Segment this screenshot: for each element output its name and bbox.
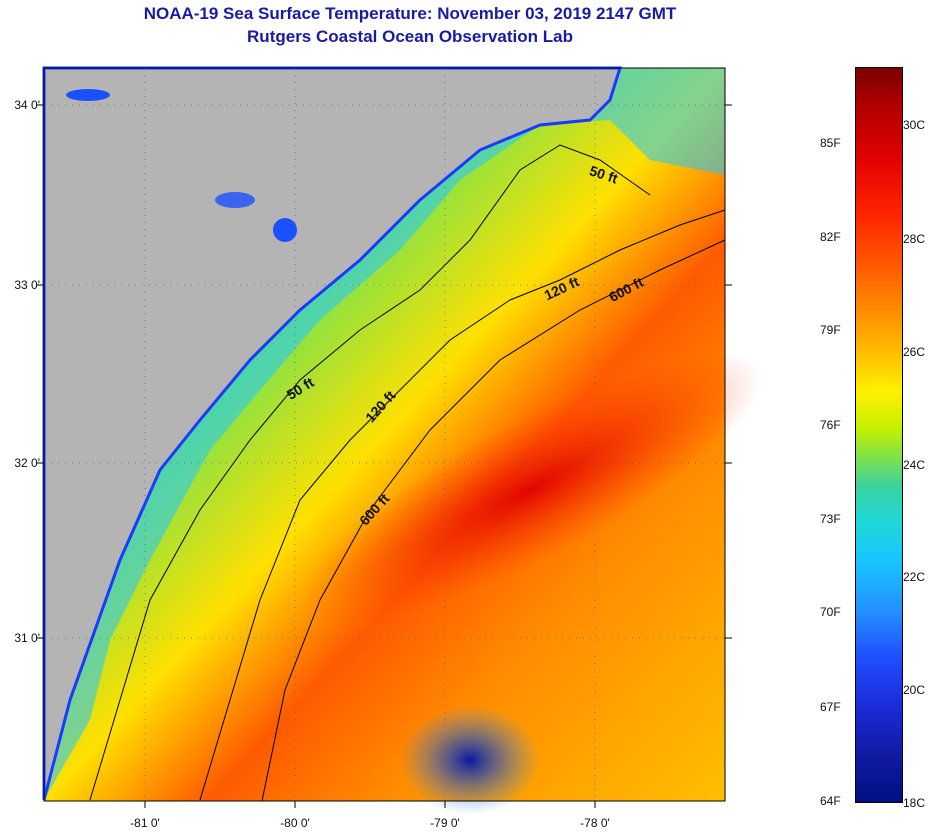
graticule [44,68,725,801]
map-title: NOAA-19 Sea Surface Temperature: Novembe… [143,4,677,23]
lon-label-78: -78 0' [580,816,610,830]
lon-label-81: -81 0' [130,816,160,830]
colorbar-label-26c: 26C [903,345,926,359]
depth-contours [89,144,726,802]
colorbar-label-64f: 64F [820,794,841,808]
colorbar-label-73f: 73F [820,512,841,526]
colorbar-label-82f: 82F [820,230,841,244]
map-frame [42,66,762,815]
colorbar-label-85f: 85F [820,136,841,150]
contour-50ft [89,144,651,801]
lat-label-34: 34 0' [14,98,40,112]
land-area [42,66,623,801]
lon-label-80: -80 0' [280,816,310,830]
axis-ticks [37,104,732,808]
colorbar-label-70f: 70F [820,605,841,619]
lon-label-79: -79 0' [430,816,460,830]
map-subtitle: Rutgers Coastal Ocean Observation Lab [247,27,573,46]
contour-600ft [261,239,726,802]
colorbar-label-79f: 79F [820,323,841,337]
colorbar-label-76f: 76F [820,418,841,432]
lat-label-33: 33 0' [14,278,40,292]
colorbar-label-18c: 18C [903,796,926,810]
colorbar-label-20c: 20C [903,683,926,697]
colorbar-label-24c: 24C [903,458,926,472]
lat-label-32: 32 0' [14,456,40,470]
colorbar-label-67f: 67F [820,700,841,714]
colorbar-label-30c: 30C [903,118,926,132]
colorbar-label-28c: 28C [903,232,926,246]
lat-label-31: 31 0' [14,631,40,645]
contour-120ft [199,209,726,801]
colorbar-label-22c: 22C [903,570,926,584]
temperature-colorbar [855,67,903,803]
